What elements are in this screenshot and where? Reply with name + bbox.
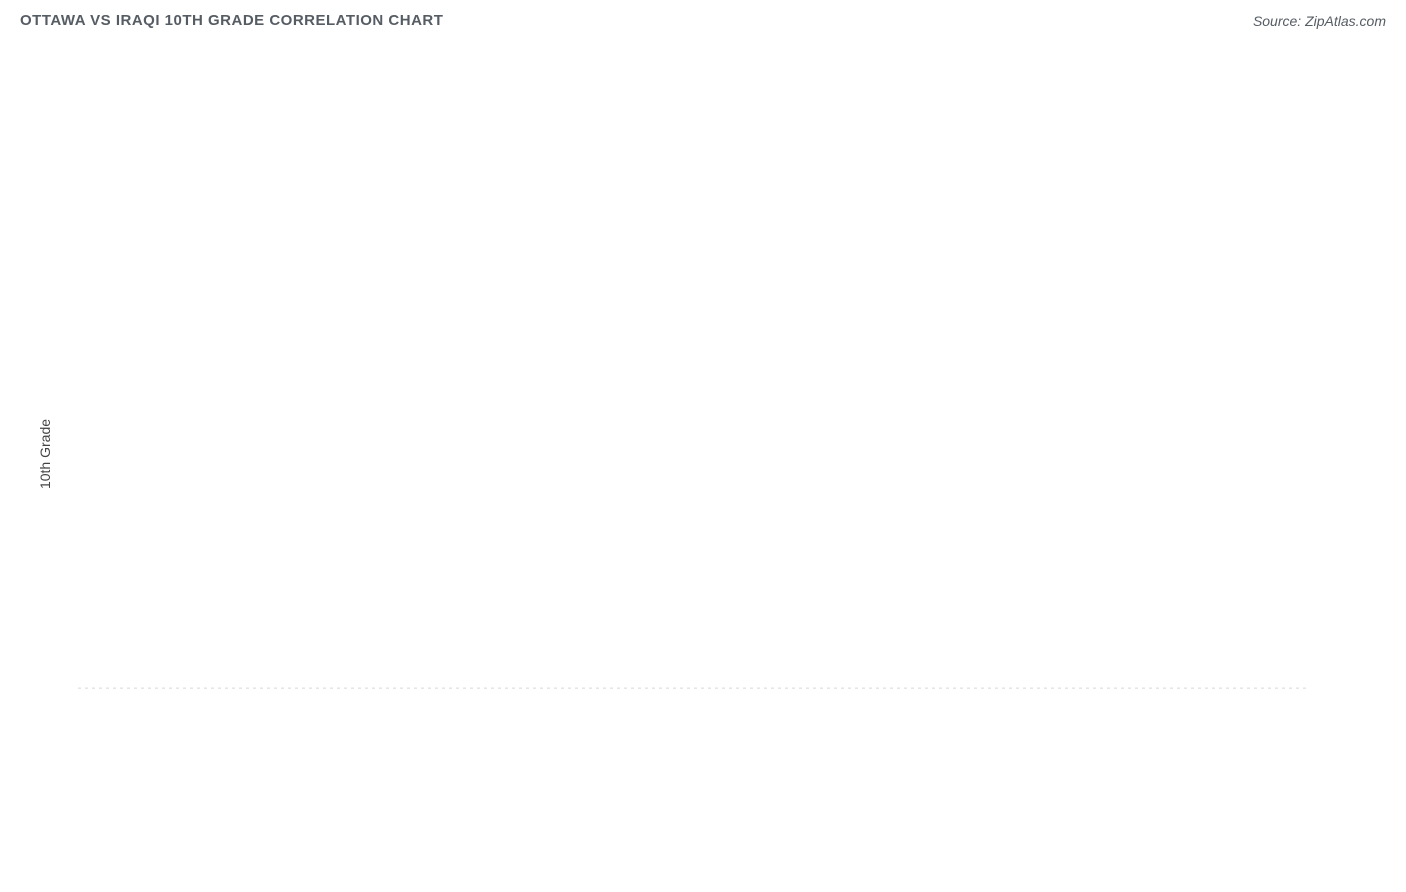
source-label: Source: ZipAtlas.com — [1253, 13, 1386, 29]
scatter-chart — [20, 45, 1386, 862]
chart-title: OTTAWA VS IRAQI 10TH GRADE CORRELATION C… — [20, 12, 443, 29]
y-axis-label: 10th Grade — [37, 418, 53, 488]
chart-container: 10th Grade — [20, 45, 1386, 862]
